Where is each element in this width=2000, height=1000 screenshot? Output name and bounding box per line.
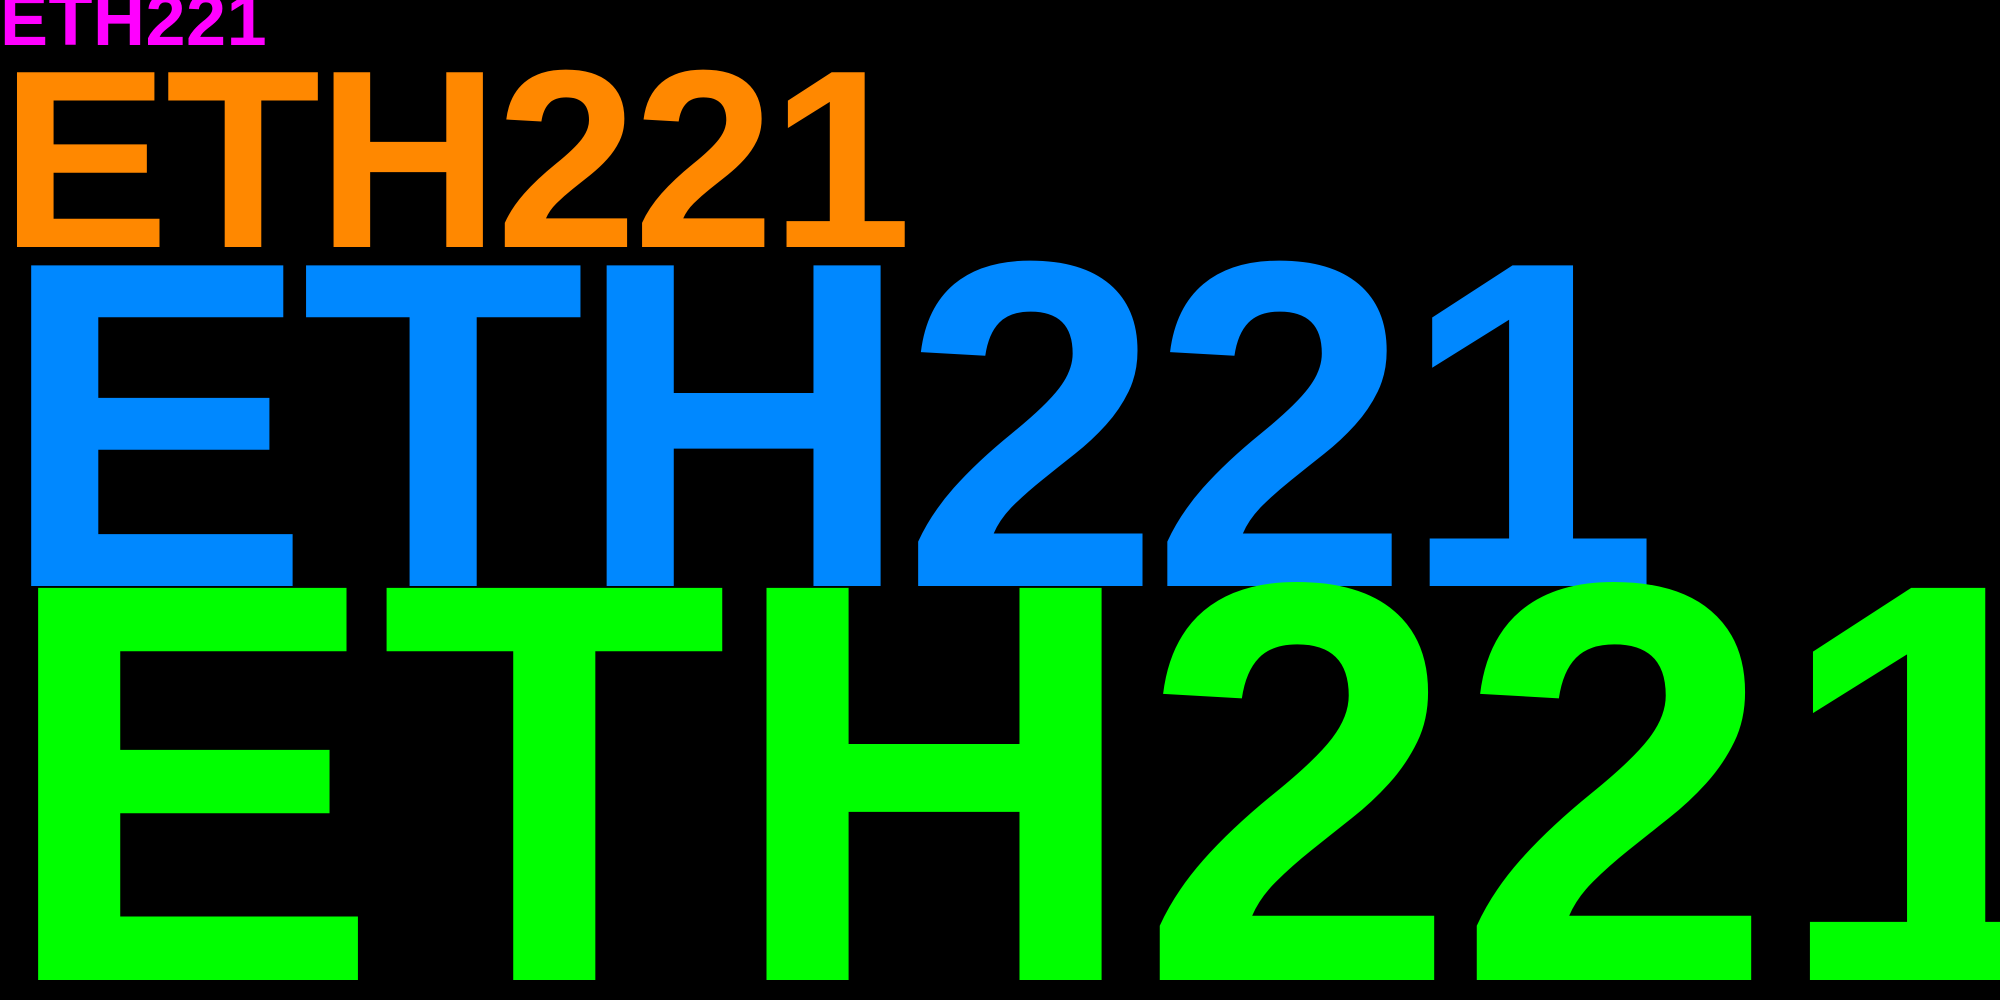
text-row-green: ETH221 [0, 464, 2000, 1000]
text-row-blue: ETH221 [0, 164, 1660, 685]
text-row-orange: ETH221 [0, 17, 912, 301]
text-row-small-magenta: ETH221 [0, 0, 268, 61]
